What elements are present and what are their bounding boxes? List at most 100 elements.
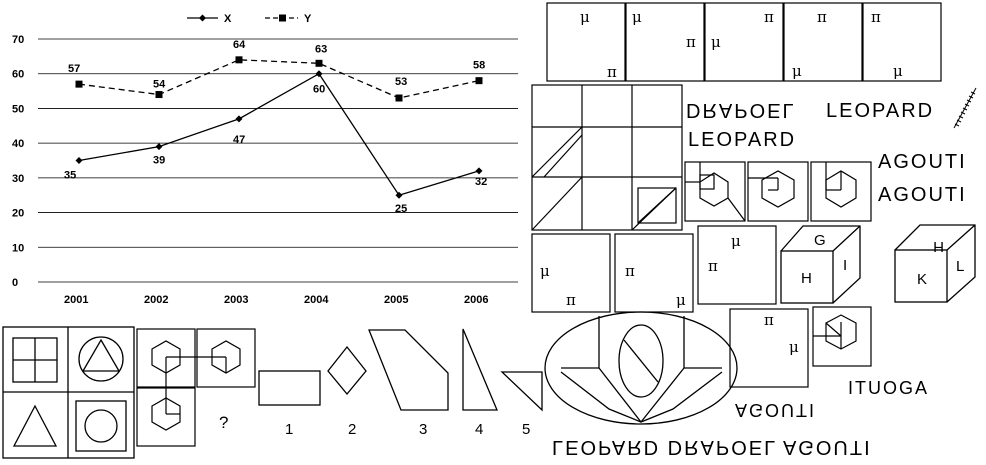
mu-symbol: μ [893, 62, 903, 80]
option-1-rectangle [258, 370, 321, 406]
data-point-x [235, 115, 243, 123]
data-point-y [395, 94, 403, 102]
option-1-label: 1 [285, 421, 293, 438]
data-label-x: 25 [395, 203, 407, 215]
pi-symbol: π [764, 311, 774, 329]
pi-symbol: π [625, 262, 635, 280]
series-line-y [78, 59, 480, 99]
line-chart: 0 10 20 30 40 50 60 70 2001 2002 2003 2004 2005 2006… [12, 13, 518, 306]
pi-symbol: π [871, 8, 881, 26]
mu-pi-box-4 [783, 2, 863, 82]
mu-symbol: μ [540, 262, 550, 280]
y-tick-label: 30 [12, 173, 24, 185]
legend-x-label: X [224, 13, 232, 25]
data-label-x: 32 [475, 176, 487, 188]
cube-1-top-face: G [814, 232, 826, 249]
legend-x-marker [199, 14, 206, 22]
cube-1-side-face: I [843, 257, 847, 274]
data-point-x [315, 70, 323, 78]
x-tick-label: 2001 [64, 294, 88, 306]
data-point-y [315, 59, 323, 67]
chart-y-ticks: 0 10 20 30 40 50 60 70 [12, 34, 24, 289]
data-label-y: 54 [153, 79, 166, 91]
cube-1-front-face: H [801, 270, 812, 287]
pi-symbol: π [566, 291, 576, 309]
y-tick-label: 0 [12, 277, 18, 289]
legend-y-marker [279, 14, 286, 22]
mu-pi-box-1 [546, 2, 626, 82]
mu-pi-figure-row [546, 2, 942, 82]
x-tick-label: 2005 [384, 294, 408, 306]
pi-symbol: π [607, 63, 617, 81]
mu-symbol: μ [632, 8, 642, 26]
chart-legend: X Y [187, 13, 312, 25]
option-3-label: 3 [419, 421, 427, 438]
y-tick-label: 40 [12, 138, 24, 150]
data-point-y [475, 77, 483, 85]
data-label-y: 64 [233, 39, 246, 51]
y-tick-label: 10 [12, 242, 24, 254]
cube-2-side-face: L [956, 258, 964, 275]
cube-2-front-face: K [917, 271, 927, 288]
oval-figure [544, 311, 738, 425]
data-label-y: 57 [68, 63, 80, 75]
cube-1 [780, 225, 861, 304]
question-mark: ? [219, 413, 228, 432]
mu-symbol: μ [580, 8, 590, 26]
y-tick-label: 50 [12, 103, 24, 115]
agouti-word: AGOUTI [878, 184, 967, 206]
ituoga-word: ITUOGA [848, 378, 929, 398]
chart-series: 35 39 47 60 25 32 57 54 64 63 53 58 [64, 39, 487, 215]
data-point-y [75, 80, 83, 88]
data-label-y: 53 [395, 76, 407, 88]
mu-symbol: μ [711, 33, 721, 51]
chart-gridlines [38, 38, 518, 283]
hexagon-square-row [684, 161, 872, 222]
option-2-rhombus [327, 345, 367, 396]
leopard-word: LEOPARD [688, 129, 796, 151]
agouti-upside-word: AGOUTI [735, 400, 816, 420]
data-point-x [75, 157, 83, 164]
agouti-mirrored-word: AGOUTI [878, 151, 967, 173]
pi-symbol: π [708, 257, 718, 275]
data-point-y [155, 91, 163, 99]
x-tick-label: 2003 [224, 294, 248, 306]
y-tick-label: 70 [12, 34, 24, 46]
pi-symbol: π [764, 8, 774, 26]
option-2-label: 2 [348, 421, 356, 438]
mu-pi-box-5 [862, 2, 942, 82]
shape-matrix [2, 326, 135, 459]
hatched-line [953, 87, 977, 129]
data-point-x [155, 143, 163, 151]
leopard-flipped-word: DRAPOEL [686, 99, 796, 121]
x-tick-label: 2006 [464, 294, 488, 306]
data-point-y [235, 56, 243, 64]
legend-y-label: Y [304, 13, 312, 25]
data-label-y: 63 [315, 43, 327, 55]
x-tick-label: 2002 [144, 294, 168, 306]
mu-symbol: μ [731, 232, 741, 250]
data-point-x [475, 167, 483, 175]
mu-pi-box-bottom [729, 308, 809, 388]
data-label-x: 39 [153, 155, 165, 167]
mu-pi-box-3 [704, 2, 784, 82]
mu-symbol: μ [789, 338, 799, 356]
y-tick-label: 20 [12, 208, 24, 220]
hexagon-sequence [136, 328, 256, 447]
option-5-triangle [500, 371, 543, 412]
pi-symbol: π [817, 8, 827, 26]
option-4-label: 4 [475, 421, 483, 438]
option-shapes [258, 328, 543, 412]
data-label-x: 47 [233, 134, 245, 146]
y-tick-label: 60 [12, 69, 24, 81]
cube-2 [894, 224, 976, 303]
option-4-triangle [462, 328, 498, 411]
leopard-word-right: LEOPARD [826, 100, 934, 122]
data-label-y: 58 [473, 60, 485, 72]
data-label-x: 60 [313, 84, 325, 96]
option-3-polygon [368, 329, 449, 411]
mu-symbol: μ [792, 62, 802, 80]
bottom-word-line: LEOPARD DRAPOEL AGOUTI [552, 436, 872, 458]
mu-symbol: μ [676, 291, 686, 309]
